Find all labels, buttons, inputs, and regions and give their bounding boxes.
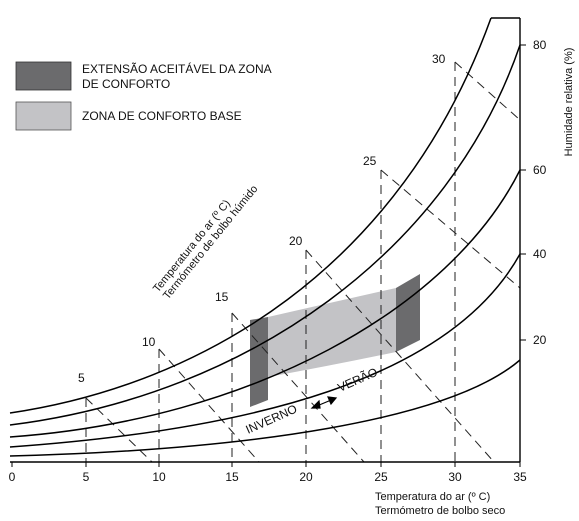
wet-bulb-label-line2: Termómetro de bolbo húmido <box>161 183 260 302</box>
wet-bulb-tick-10: 10 <box>142 335 156 349</box>
legend-swatch-extended-zone <box>15 61 72 91</box>
humidity-curves <box>9 17 521 457</box>
rh-60-curve <box>9 169 521 438</box>
x-tick-0: 0 <box>9 470 16 484</box>
rh-80-curve <box>9 44 521 426</box>
x-axis-label-line2: Termómetro de bolbo seco <box>375 505 505 517</box>
rh-tick-80: 80 <box>533 38 547 52</box>
winter-label: INVERNO <box>244 402 300 437</box>
x-tick-30: 30 <box>448 470 462 484</box>
x-tick-20: 20 <box>299 470 313 484</box>
rh-tick-40: 40 <box>533 247 547 261</box>
rh-tick-20: 20 <box>533 333 547 347</box>
wet-bulb-tick-15: 15 <box>215 290 229 304</box>
wet-bulb-tick-20: 20 <box>289 234 303 248</box>
wet-bulb-tick-30: 30 <box>432 52 446 66</box>
x-tick-10: 10 <box>152 470 166 484</box>
base-comfort-zone <box>268 288 396 377</box>
x-tick-15: 15 <box>225 470 239 484</box>
wet-bulb-tick-5: 5 <box>78 371 85 385</box>
wet-bulb-tick-25: 25 <box>363 154 377 168</box>
rh-axis-ticks <box>520 44 526 341</box>
summer-label: VERÃO <box>336 365 380 395</box>
season-arrow <box>310 396 338 409</box>
rh-axis-label: Humidade relativa (%) <box>563 48 575 157</box>
legend-label-extended-line1: EXTENSÃO ACEITÁVEL DA ZONA <box>82 61 272 76</box>
saturation-curve <box>9 17 492 414</box>
legend-label-base: ZONA DE CONFORTO BASE <box>82 109 242 123</box>
legend-label-extended-line2: DE CONFORTO <box>82 77 170 91</box>
x-tick-5: 5 <box>83 470 90 484</box>
x-axis-ticks <box>11 462 521 467</box>
extended-zone-winter <box>250 317 268 407</box>
x-tick-25: 25 <box>374 470 388 484</box>
extended-zone-summer <box>396 274 420 352</box>
comfort-zones <box>250 274 420 407</box>
x-tick-35: 35 <box>513 470 527 484</box>
rh-40-curve <box>9 253 521 448</box>
wet-bulb-label-line1: Temperatura do ar (º C) <box>151 198 233 295</box>
legend-swatch-base-zone <box>15 101 72 131</box>
x-axis-label-line1: Temperatura do ar (º C) <box>375 491 490 503</box>
rh-20-curve <box>9 359 521 457</box>
rh-tick-60: 60 <box>533 163 547 177</box>
